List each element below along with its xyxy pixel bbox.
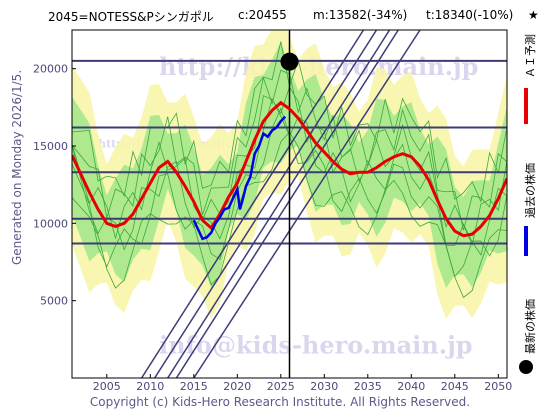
legend-past-label: 過去の株価: [524, 163, 537, 218]
x-tick-label: 2010: [136, 380, 164, 393]
y-tick-label: 20000: [33, 63, 68, 76]
legend-ai-label: ＡＩ予測: [524, 34, 537, 78]
scenario-line: [72, 107, 507, 278]
legend-latest-label: 最新の株価: [524, 299, 537, 354]
trend-line: [154, 30, 378, 378]
copyright-footer: Copyright (c) Kids-Hero Research Institu…: [89, 395, 471, 409]
x-tick-label: 2025: [267, 380, 295, 393]
target-price: t:18340(-10%): [426, 8, 514, 22]
trend-line: [140, 30, 365, 378]
y-tick-label: 10000: [33, 217, 68, 230]
legend-ai-swatch: [524, 88, 528, 124]
minimum-price: m:13582(-34%): [313, 8, 408, 22]
x-tick-label: 2045: [441, 380, 469, 393]
latest-price-marker: [280, 52, 299, 71]
x-tick-label: 2050: [484, 380, 512, 393]
x-tick-label: 2040: [397, 380, 425, 393]
generated-date-label: Generated on Monday 2026/1/5.: [10, 69, 24, 265]
current-price: c:20455: [238, 8, 287, 22]
trend-line: [193, 30, 421, 378]
y-tick-label: 5000: [40, 295, 68, 308]
x-tick-label: 2015: [180, 380, 208, 393]
chart-header: 2045=NOTESS&Pシンガポル c:20455 m:13582(-34%)…: [0, 8, 560, 28]
scenario-line: [72, 69, 507, 231]
watermark-bottom: info@kids-hero.main.jp: [159, 330, 473, 359]
legend-latest-swatch: [519, 360, 533, 374]
chart-title: 2045=NOTESS&Pシンガポル: [48, 10, 214, 24]
trend-line: [175, 30, 399, 378]
legend-past-swatch: [524, 226, 528, 256]
plot-border: [71, 29, 508, 379]
trend-line: [167, 30, 391, 378]
x-tick-label: 2020: [223, 380, 251, 393]
past-price-line: [192, 115, 287, 241]
x-tick-label: 2030: [310, 380, 338, 393]
forecast-band-inner: [72, 42, 507, 288]
ai-forecast-line: [72, 100, 507, 238]
x-tick-label: 2005: [93, 380, 121, 393]
x-tick-label: 2035: [354, 380, 382, 393]
y-tick-label: 15000: [33, 140, 68, 153]
star-icon: ★: [528, 8, 539, 22]
